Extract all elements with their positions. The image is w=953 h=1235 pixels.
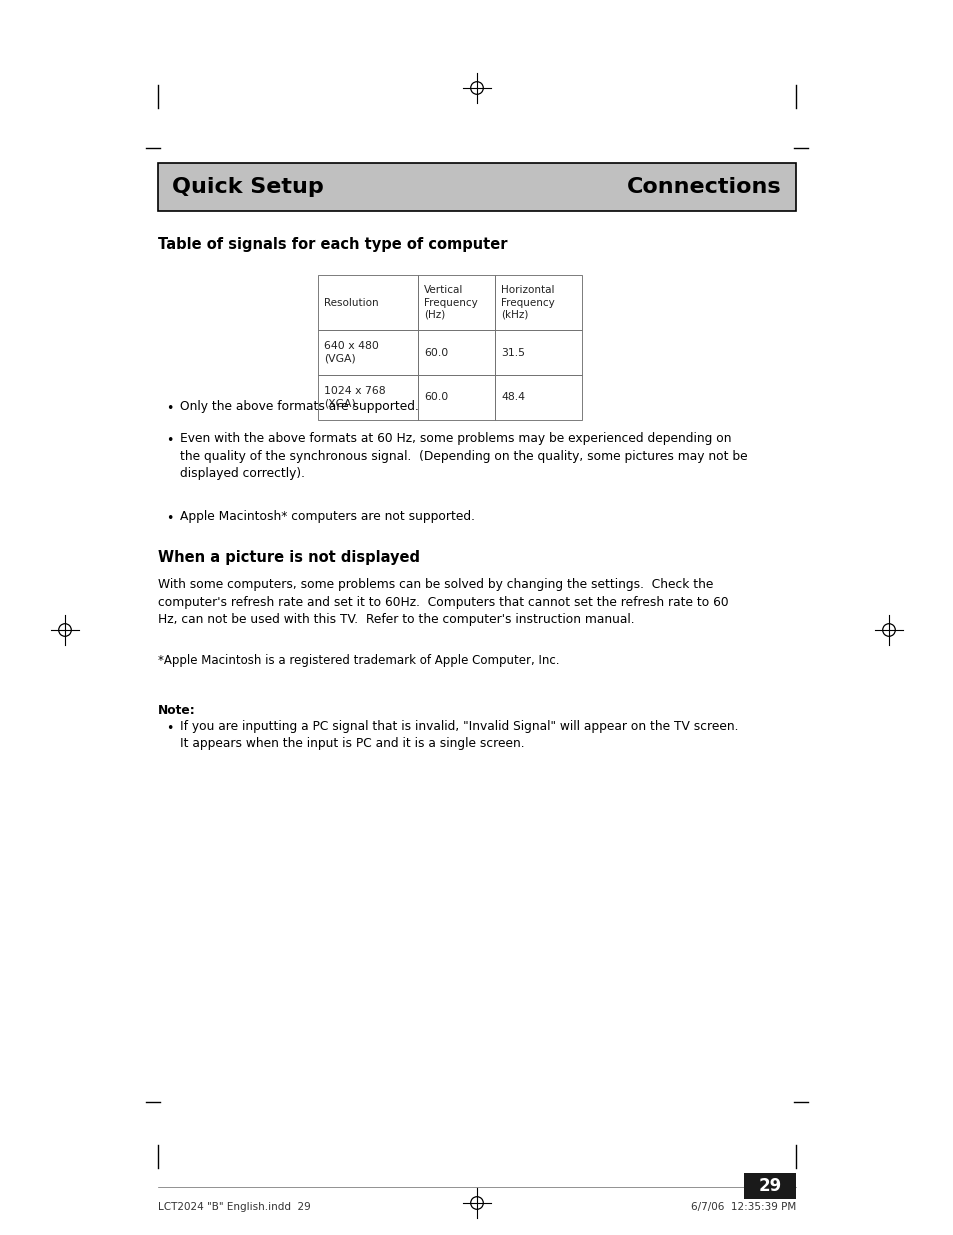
Bar: [317, 375, 417, 420]
Text: 60.0: 60.0: [423, 393, 448, 403]
Bar: [317, 275, 417, 330]
Text: *Apple Macintosh is a registered trademark of Apple Computer, Inc.: *Apple Macintosh is a registered tradema…: [158, 653, 558, 667]
Text: 6/7/06  12:35:39 PM: 6/7/06 12:35:39 PM: [690, 1202, 795, 1212]
Text: •: •: [166, 721, 173, 735]
Bar: [417, 375, 495, 420]
Bar: [495, 330, 581, 375]
Text: •: •: [166, 511, 173, 525]
Text: Horizontal
Frequency
(kHz): Horizontal Frequency (kHz): [500, 285, 554, 320]
Text: Vertical
Frequency
(Hz): Vertical Frequency (Hz): [423, 285, 477, 320]
Text: 31.5: 31.5: [500, 347, 524, 357]
Text: Even with the above formats at 60 Hz, some problems may be experienced depending: Even with the above formats at 60 Hz, so…: [180, 432, 747, 480]
Text: 29: 29: [758, 1177, 781, 1195]
Bar: [495, 275, 581, 330]
Text: LCT2024 "B" English.indd  29: LCT2024 "B" English.indd 29: [158, 1202, 311, 1212]
Text: •: •: [166, 435, 173, 447]
Bar: [417, 275, 495, 330]
Text: 640 x 480
(VGA): 640 x 480 (VGA): [324, 341, 378, 363]
Text: With some computers, some problems can be solved by changing the settings.  Chec: With some computers, some problems can b…: [158, 578, 728, 626]
Text: When a picture is not displayed: When a picture is not displayed: [158, 551, 419, 566]
Text: •: •: [166, 403, 173, 415]
Text: Resolution: Resolution: [324, 298, 378, 308]
Text: Note:: Note:: [158, 704, 195, 716]
Text: Table of signals for each type of computer: Table of signals for each type of comput…: [158, 237, 507, 252]
Text: Quick Setup: Quick Setup: [172, 177, 323, 198]
Bar: [417, 330, 495, 375]
Text: 60.0: 60.0: [423, 347, 448, 357]
Text: If you are inputting a PC signal that is invalid, "Invalid Signal" will appear o: If you are inputting a PC signal that is…: [180, 720, 738, 751]
Text: Only the above formats are supported.: Only the above formats are supported.: [180, 400, 418, 412]
Bar: [317, 330, 417, 375]
Text: 48.4: 48.4: [500, 393, 524, 403]
Bar: [158, 163, 795, 211]
Text: Apple Macintosh* computers are not supported.: Apple Macintosh* computers are not suppo…: [180, 510, 475, 522]
Bar: [495, 375, 581, 420]
Text: Connections: Connections: [627, 177, 781, 198]
Text: 1024 x 768
(XGA): 1024 x 768 (XGA): [324, 387, 385, 409]
Bar: [743, 1173, 795, 1199]
